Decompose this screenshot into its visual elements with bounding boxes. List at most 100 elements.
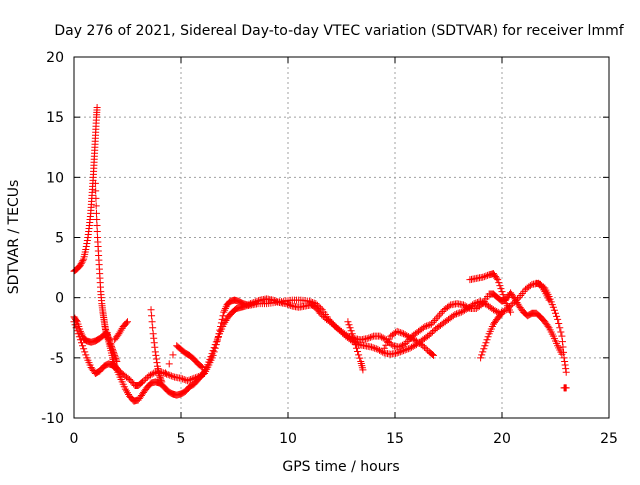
data-point bbox=[429, 318, 437, 326]
data-point bbox=[145, 372, 153, 380]
data-point bbox=[406, 344, 414, 352]
data-point bbox=[439, 308, 447, 316]
data-point bbox=[445, 302, 453, 310]
data-point bbox=[92, 209, 100, 217]
data-point bbox=[220, 308, 228, 316]
data-point bbox=[427, 320, 435, 328]
data-point bbox=[355, 351, 363, 359]
data-point bbox=[152, 351, 160, 359]
data-point bbox=[74, 330, 82, 338]
x-tick-label: 25 bbox=[600, 431, 618, 447]
data-point bbox=[208, 350, 216, 358]
data-point bbox=[463, 303, 471, 311]
data-point bbox=[124, 318, 131, 326]
data-point bbox=[329, 321, 337, 329]
data-point bbox=[478, 351, 486, 359]
data-point bbox=[423, 322, 431, 330]
data-point bbox=[496, 282, 504, 290]
data-point bbox=[83, 240, 91, 248]
data-point bbox=[493, 274, 501, 282]
data-point bbox=[495, 279, 503, 287]
data-point bbox=[400, 330, 408, 338]
data-point bbox=[177, 374, 185, 382]
data-point bbox=[512, 297, 520, 305]
data-point bbox=[183, 377, 191, 385]
data-point bbox=[166, 371, 174, 379]
data-point bbox=[398, 329, 406, 337]
data-point bbox=[151, 343, 159, 351]
data-point bbox=[379, 334, 387, 342]
data-point bbox=[342, 331, 350, 339]
data-point bbox=[73, 327, 81, 335]
data-point bbox=[187, 375, 195, 383]
data-point bbox=[545, 296, 553, 304]
data-point bbox=[500, 294, 508, 302]
data-point bbox=[349, 333, 357, 341]
data-point bbox=[484, 333, 492, 341]
data-point bbox=[556, 324, 564, 332]
data-point bbox=[526, 282, 534, 290]
data-point bbox=[287, 301, 295, 309]
data-point bbox=[283, 300, 291, 308]
data-point bbox=[408, 343, 416, 351]
axis-ticks: 0 5 10 15 20 25 -10 -5 0 5 10 15 20 bbox=[41, 50, 618, 447]
data-point bbox=[397, 342, 405, 350]
data-point bbox=[380, 344, 388, 352]
data-point bbox=[81, 348, 89, 356]
data-point bbox=[428, 328, 436, 336]
data-point bbox=[76, 336, 84, 344]
y-tick-label: 0 bbox=[55, 291, 64, 307]
data-point bbox=[489, 306, 497, 314]
data-point bbox=[409, 335, 417, 343]
data-point bbox=[557, 328, 565, 336]
data-point bbox=[498, 288, 506, 296]
y-tick-label: 10 bbox=[46, 170, 64, 186]
data-point bbox=[363, 335, 371, 343]
data-point bbox=[395, 348, 403, 356]
data-point bbox=[121, 385, 129, 393]
data-point bbox=[307, 298, 315, 306]
data-point bbox=[403, 345, 411, 353]
x-tick-label: 15 bbox=[386, 431, 404, 447]
data-point bbox=[147, 306, 155, 314]
data-point bbox=[367, 343, 375, 351]
data-point bbox=[109, 354, 117, 362]
data-point bbox=[372, 345, 380, 353]
data-point bbox=[149, 330, 157, 338]
data-point bbox=[157, 376, 165, 384]
data-point bbox=[220, 320, 228, 328]
data-point bbox=[309, 298, 317, 306]
data-point bbox=[408, 334, 416, 342]
data-point bbox=[469, 301, 477, 309]
data-point bbox=[122, 387, 130, 395]
data-point bbox=[365, 334, 373, 342]
data-point bbox=[385, 335, 393, 343]
data-point bbox=[79, 342, 87, 350]
data-point bbox=[163, 370, 171, 378]
data-point bbox=[222, 317, 230, 325]
data-point bbox=[479, 273, 487, 281]
data-point bbox=[351, 341, 359, 349]
data-point bbox=[92, 202, 100, 210]
data-point bbox=[148, 318, 156, 326]
data-point bbox=[102, 329, 110, 337]
data-point bbox=[378, 333, 386, 341]
data-point bbox=[498, 309, 506, 317]
data-point bbox=[366, 333, 374, 341]
data-point bbox=[461, 302, 469, 310]
data-point bbox=[75, 333, 83, 341]
data-point bbox=[150, 339, 158, 347]
data-point bbox=[493, 308, 501, 316]
data-point bbox=[221, 306, 229, 314]
data-point bbox=[549, 303, 557, 311]
data-point bbox=[158, 378, 166, 386]
x-tick-label: 5 bbox=[177, 431, 186, 447]
data-point bbox=[494, 276, 502, 284]
data-point bbox=[454, 309, 462, 317]
data-point bbox=[169, 351, 177, 359]
data-point bbox=[202, 365, 210, 373]
data-point bbox=[375, 346, 383, 354]
data-point bbox=[124, 389, 131, 397]
